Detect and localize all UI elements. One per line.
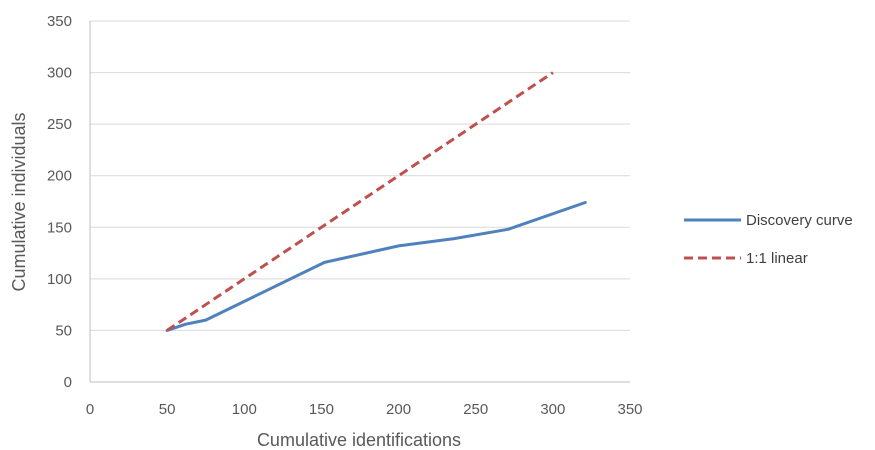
y-tick-label: 0: [64, 374, 72, 391]
x-tick-label: 350: [617, 401, 642, 418]
y-tick-label: 100: [47, 271, 72, 288]
grid-lines: [90, 20, 630, 331]
series-line-1-1-linear: [166, 71, 554, 332]
x-tick-label: 0: [86, 401, 94, 418]
legend-label-discovery-curve: Discovery curve: [746, 212, 853, 229]
y-tick-label: 150: [47, 219, 72, 236]
legend: Discovery curve 1:1 linear: [684, 212, 853, 267]
series-lines: [165, 71, 587, 332]
x-tick-label: 200: [386, 401, 411, 418]
axes: [89, 21, 630, 383]
y-tick-label: 300: [47, 65, 72, 82]
x-tick-label: 150: [309, 401, 334, 418]
series-line-discovery-curve: [165, 201, 587, 332]
y-tick-label: 250: [47, 116, 72, 133]
legend-label-1-1-linear: 1:1 linear: [746, 250, 808, 267]
x-tick-label: 300: [540, 401, 565, 418]
y-tick-label: 50: [55, 322, 72, 339]
x-axis-title: Cumulative identifications: [257, 430, 461, 450]
x-tick-label: 250: [463, 401, 488, 418]
tick-labels: 0 50 100 150 200 250 300 350 0 50 100 150 200 250 300 3…: [47, 13, 643, 418]
y-axis-title: Cumulative individuals: [9, 112, 29, 291]
x-tick-label: 50: [159, 401, 176, 418]
y-tick-label: 350: [47, 13, 72, 30]
x-tick-label: 100: [232, 401, 257, 418]
y-tick-label: 200: [47, 168, 72, 185]
